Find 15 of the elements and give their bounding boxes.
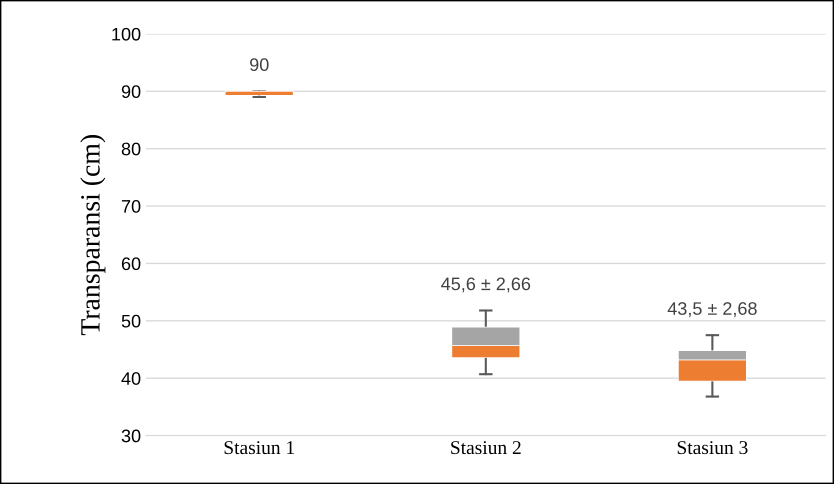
y-tick-label: 80 — [122, 142, 140, 156]
y-tick-label: 60 — [122, 257, 140, 270]
annotation: 43,5 ± 2,68 — [668, 302, 757, 318]
annotation: 45,6 ± 2,66 — [441, 277, 530, 292]
y-tick-label: 50 — [122, 314, 140, 328]
y-tick-label: 70 — [122, 200, 140, 213]
y-tick-label: 30 — [122, 430, 140, 442]
x-tick-label: Stasiun 2 — [451, 441, 521, 454]
y-tick-label: 90 — [122, 85, 140, 98]
y-tick-label: 100 — [112, 28, 140, 41]
x-tick-label: Stasiun 3 — [678, 441, 748, 454]
x-tick-label: Stasiun 1 — [224, 441, 294, 454]
y-tick-label: 40 — [121, 372, 140, 385]
y-axis-title: Transparansi (cm) — [80, 135, 106, 336]
annotation: 90 — [250, 58, 269, 72]
